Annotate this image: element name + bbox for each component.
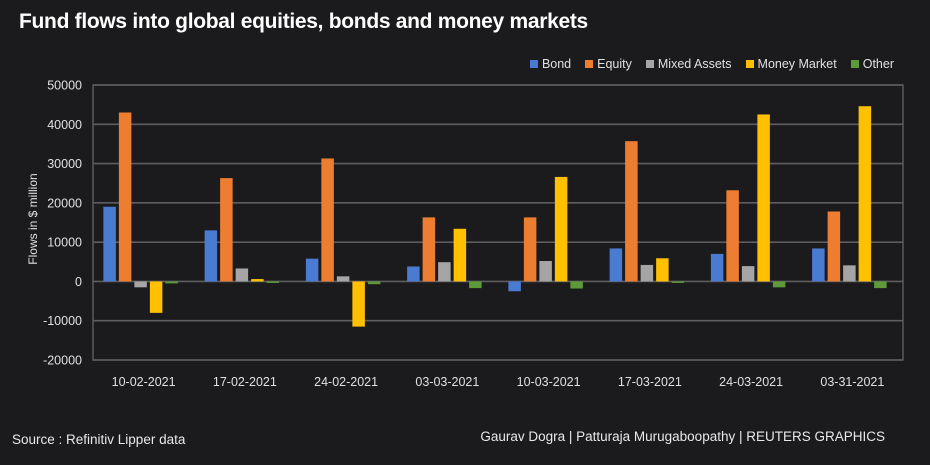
legend-label: Equity bbox=[597, 57, 632, 71]
x-tick-label: 17-03-2021 bbox=[618, 375, 682, 389]
x-tick-label: 10-03-2021 bbox=[517, 375, 581, 389]
bar-bond bbox=[710, 253, 724, 282]
y-tick-label: 0 bbox=[75, 275, 82, 289]
bar-equity bbox=[118, 112, 132, 282]
y-tick-label: 30000 bbox=[47, 157, 82, 171]
bar-money-market bbox=[554, 176, 568, 282]
legend-swatch bbox=[585, 60, 594, 68]
legend-swatch bbox=[529, 60, 538, 68]
legend-item-mixed-assets: Mixed Assets bbox=[645, 57, 732, 71]
x-tick-label: 17-02-2021 bbox=[213, 375, 277, 389]
bar-mixed-assets bbox=[134, 281, 147, 288]
bar-money-market bbox=[858, 106, 872, 282]
legend-label: Other bbox=[862, 57, 894, 71]
bar-bond bbox=[407, 266, 420, 282]
bar-equity bbox=[422, 217, 436, 282]
bar-bond bbox=[103, 206, 116, 282]
bar-other bbox=[570, 281, 583, 289]
bar-mixed-assets bbox=[843, 265, 856, 282]
bar-other bbox=[671, 281, 685, 283]
bar-bond bbox=[305, 258, 319, 282]
bar-other bbox=[772, 281, 786, 288]
legend-item-bond: Bond bbox=[529, 57, 572, 71]
bar-money-market bbox=[757, 114, 770, 282]
bar-mixed-assets bbox=[235, 268, 249, 282]
bar-bond bbox=[609, 248, 623, 282]
y-tick-label: -20000 bbox=[43, 354, 82, 368]
bar-other bbox=[874, 281, 887, 289]
bar-equity bbox=[726, 190, 739, 282]
bar-other bbox=[266, 281, 280, 283]
bar-money-market bbox=[656, 258, 669, 282]
legend-label: Bond bbox=[541, 57, 572, 71]
bar-mixed-assets bbox=[336, 276, 350, 282]
bar-equity bbox=[827, 211, 841, 282]
bar-mixed-assets bbox=[640, 264, 654, 282]
bar-bond bbox=[204, 230, 218, 282]
legend-item-equity: Equity bbox=[585, 57, 632, 71]
legend-item-other: Other bbox=[850, 57, 894, 71]
bar-equity bbox=[625, 141, 638, 282]
x-tick-label: 03-31-2021 bbox=[820, 375, 884, 389]
bar-other bbox=[469, 281, 482, 289]
y-tick-label: 20000 bbox=[47, 196, 82, 210]
credit-line: Gaurav Dogra | Patturaja Murugaboopathy … bbox=[480, 429, 885, 444]
bar-money-market bbox=[251, 279, 264, 282]
bar-money-market bbox=[453, 228, 467, 282]
legend: Bond Equity Mixed Assets Money Market Other bbox=[529, 57, 894, 71]
bar-other bbox=[165, 281, 178, 284]
y-tick-label: 10000 bbox=[47, 236, 82, 250]
bar-equity bbox=[321, 158, 334, 282]
legend-swatch bbox=[850, 60, 859, 68]
y-tick-label: 40000 bbox=[47, 118, 82, 132]
bar-money-market bbox=[352, 281, 365, 327]
legend-label: Money Market bbox=[757, 57, 837, 71]
bar-mixed-assets bbox=[741, 266, 755, 282]
bar-bond bbox=[508, 281, 521, 292]
y-tick-label: -10000 bbox=[43, 314, 82, 328]
bar-equity bbox=[523, 217, 537, 282]
x-tick-label: 24-03-2021 bbox=[719, 375, 783, 389]
bar-equity bbox=[220, 178, 233, 282]
bar-mixed-assets bbox=[539, 261, 552, 282]
chart-title: Fund flows into global equities, bonds a… bbox=[19, 10, 588, 33]
source-note: Source : Refinitiv Lipper data bbox=[12, 432, 186, 447]
bar-mixed-assets bbox=[438, 262, 451, 282]
legend-item-money-market: Money Market bbox=[745, 57, 837, 71]
x-tick-label: 03-03-2021 bbox=[415, 375, 479, 389]
x-tick-label: 24-02-2021 bbox=[314, 375, 378, 389]
x-tick-label: 10-02-2021 bbox=[112, 375, 176, 389]
y-tick-label: 50000 bbox=[47, 79, 82, 93]
plot-frame bbox=[92, 84, 904, 361]
legend-label: Mixed Assets bbox=[657, 57, 732, 71]
legend-swatch bbox=[745, 60, 754, 68]
legend-swatch bbox=[645, 60, 654, 68]
bar-bond bbox=[812, 248, 825, 282]
bar-other bbox=[367, 281, 381, 285]
bar-money-market bbox=[149, 281, 163, 313]
